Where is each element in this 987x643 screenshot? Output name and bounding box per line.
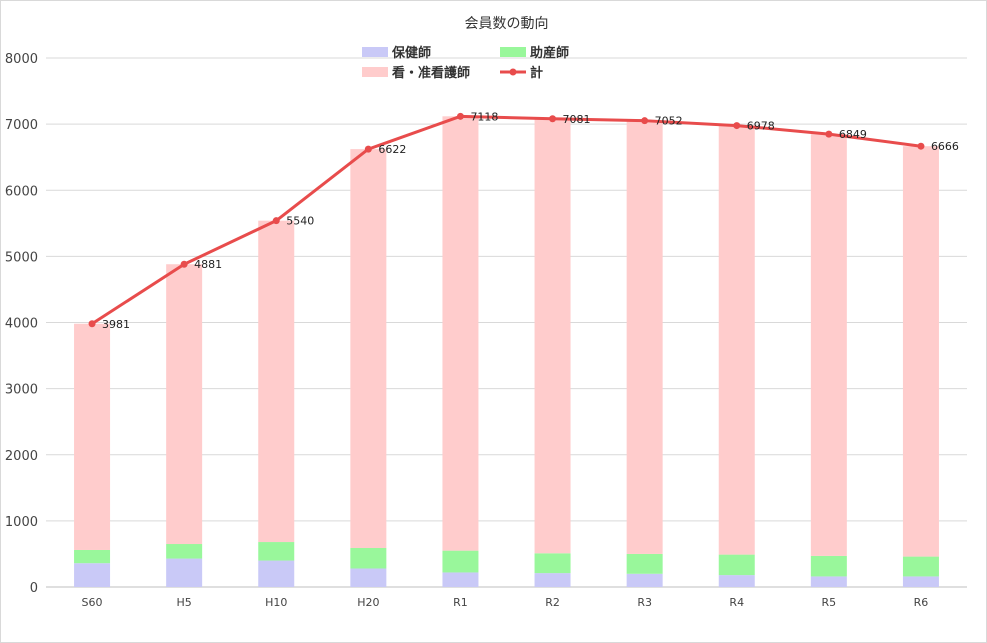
bar-segment	[810, 555, 847, 577]
bar-segment	[350, 547, 387, 569]
x-tick-label: R6	[914, 596, 929, 609]
bar-segment	[166, 544, 203, 559]
bar-segment	[810, 134, 847, 556]
legend-label: 助産師	[530, 45, 569, 61]
bar-segment	[534, 573, 571, 587]
bar-segment	[350, 568, 387, 587]
bar-segment	[534, 553, 571, 574]
bar-segment	[902, 146, 939, 557]
bar-segment	[258, 220, 295, 543]
x-tick-label: R2	[545, 596, 560, 609]
total-point	[180, 260, 188, 268]
data-label: 7081	[563, 113, 591, 126]
x-tick-label: H10	[265, 596, 287, 609]
total-point	[88, 320, 96, 328]
legend-label: 保健師	[391, 45, 431, 61]
legend-label: 計	[530, 65, 543, 81]
data-label: 3981	[102, 318, 130, 331]
y-tick-label: 8000	[5, 52, 38, 67]
bar-segment	[166, 264, 203, 545]
bar-segment	[74, 323, 111, 550]
bar-segment	[74, 563, 111, 587]
y-tick-label: 5000	[5, 250, 38, 265]
x-tick-label: H20	[357, 596, 379, 609]
data-label: 7118	[470, 110, 498, 123]
bar-segment	[166, 558, 203, 587]
bar-segment	[626, 553, 663, 574]
bar-segment	[718, 125, 755, 555]
y-tick-label: 2000	[5, 449, 38, 464]
bar-segment	[442, 116, 479, 551]
bar-segment	[442, 550, 479, 573]
y-tick-label: 1000	[5, 515, 38, 530]
total-point	[456, 112, 464, 120]
total-point	[549, 115, 557, 123]
y-tick-label: 7000	[5, 118, 38, 133]
bar-segment	[534, 118, 571, 554]
data-label: 6849	[839, 128, 867, 141]
bar-segment	[718, 575, 755, 587]
y-tick-label: 6000	[5, 184, 38, 199]
bar-segment	[442, 572, 479, 587]
x-tick-label: H5	[177, 596, 192, 609]
legend-swatch	[362, 67, 388, 77]
legend-label: 看・准看護師	[392, 65, 470, 81]
bar-segment	[718, 554, 755, 576]
data-label: 7052	[655, 115, 683, 128]
data-label: 5540	[286, 215, 314, 228]
bar-segment	[810, 576, 847, 587]
chart-title: 会員数の動向	[465, 16, 549, 32]
total-point	[825, 130, 833, 138]
y-tick-label: 3000	[5, 383, 38, 398]
bar-segment	[902, 576, 939, 587]
y-axis: 0 1000 2000 3000 4000 5000 6000 7000 8000	[5, 52, 38, 596]
x-axis: S60 H5 H10 H20 R1 R2 R3 R4 R5 R6	[82, 596, 929, 609]
x-tick-label: S60	[82, 596, 103, 609]
total-point	[917, 142, 925, 150]
legend-swatch	[500, 47, 526, 57]
total-line	[88, 112, 925, 328]
bar-segment	[350, 149, 387, 548]
total-point	[641, 117, 649, 125]
bar-segment	[902, 556, 939, 577]
data-label: 6978	[747, 120, 775, 133]
bar-segment	[258, 560, 295, 587]
data-labels: 3981 4881 5540 6622 7118 7081 7052 6978 6849 6666	[102, 110, 959, 330]
bar-segment	[258, 542, 295, 561]
bars	[74, 116, 939, 587]
bar-segment	[626, 120, 663, 554]
legend-swatch-marker	[509, 68, 517, 76]
total-line-path	[91, 114, 922, 326]
x-tick-label: R1	[453, 596, 468, 609]
bar-segment	[74, 549, 111, 564]
total-point	[364, 145, 372, 153]
y-tick-label: 4000	[5, 317, 38, 332]
x-tick-label: R5	[822, 596, 837, 609]
total-point	[272, 217, 280, 225]
y-tick-label: 0	[30, 581, 38, 596]
data-label: 6666	[931, 140, 959, 153]
bar-segment	[626, 573, 663, 587]
x-tick-label: R4	[729, 596, 744, 609]
x-tick-label: R3	[637, 596, 652, 609]
data-label: 4881	[194, 258, 222, 271]
data-label: 6622	[378, 143, 406, 156]
total-point	[733, 122, 741, 130]
legend-swatch	[362, 47, 388, 57]
